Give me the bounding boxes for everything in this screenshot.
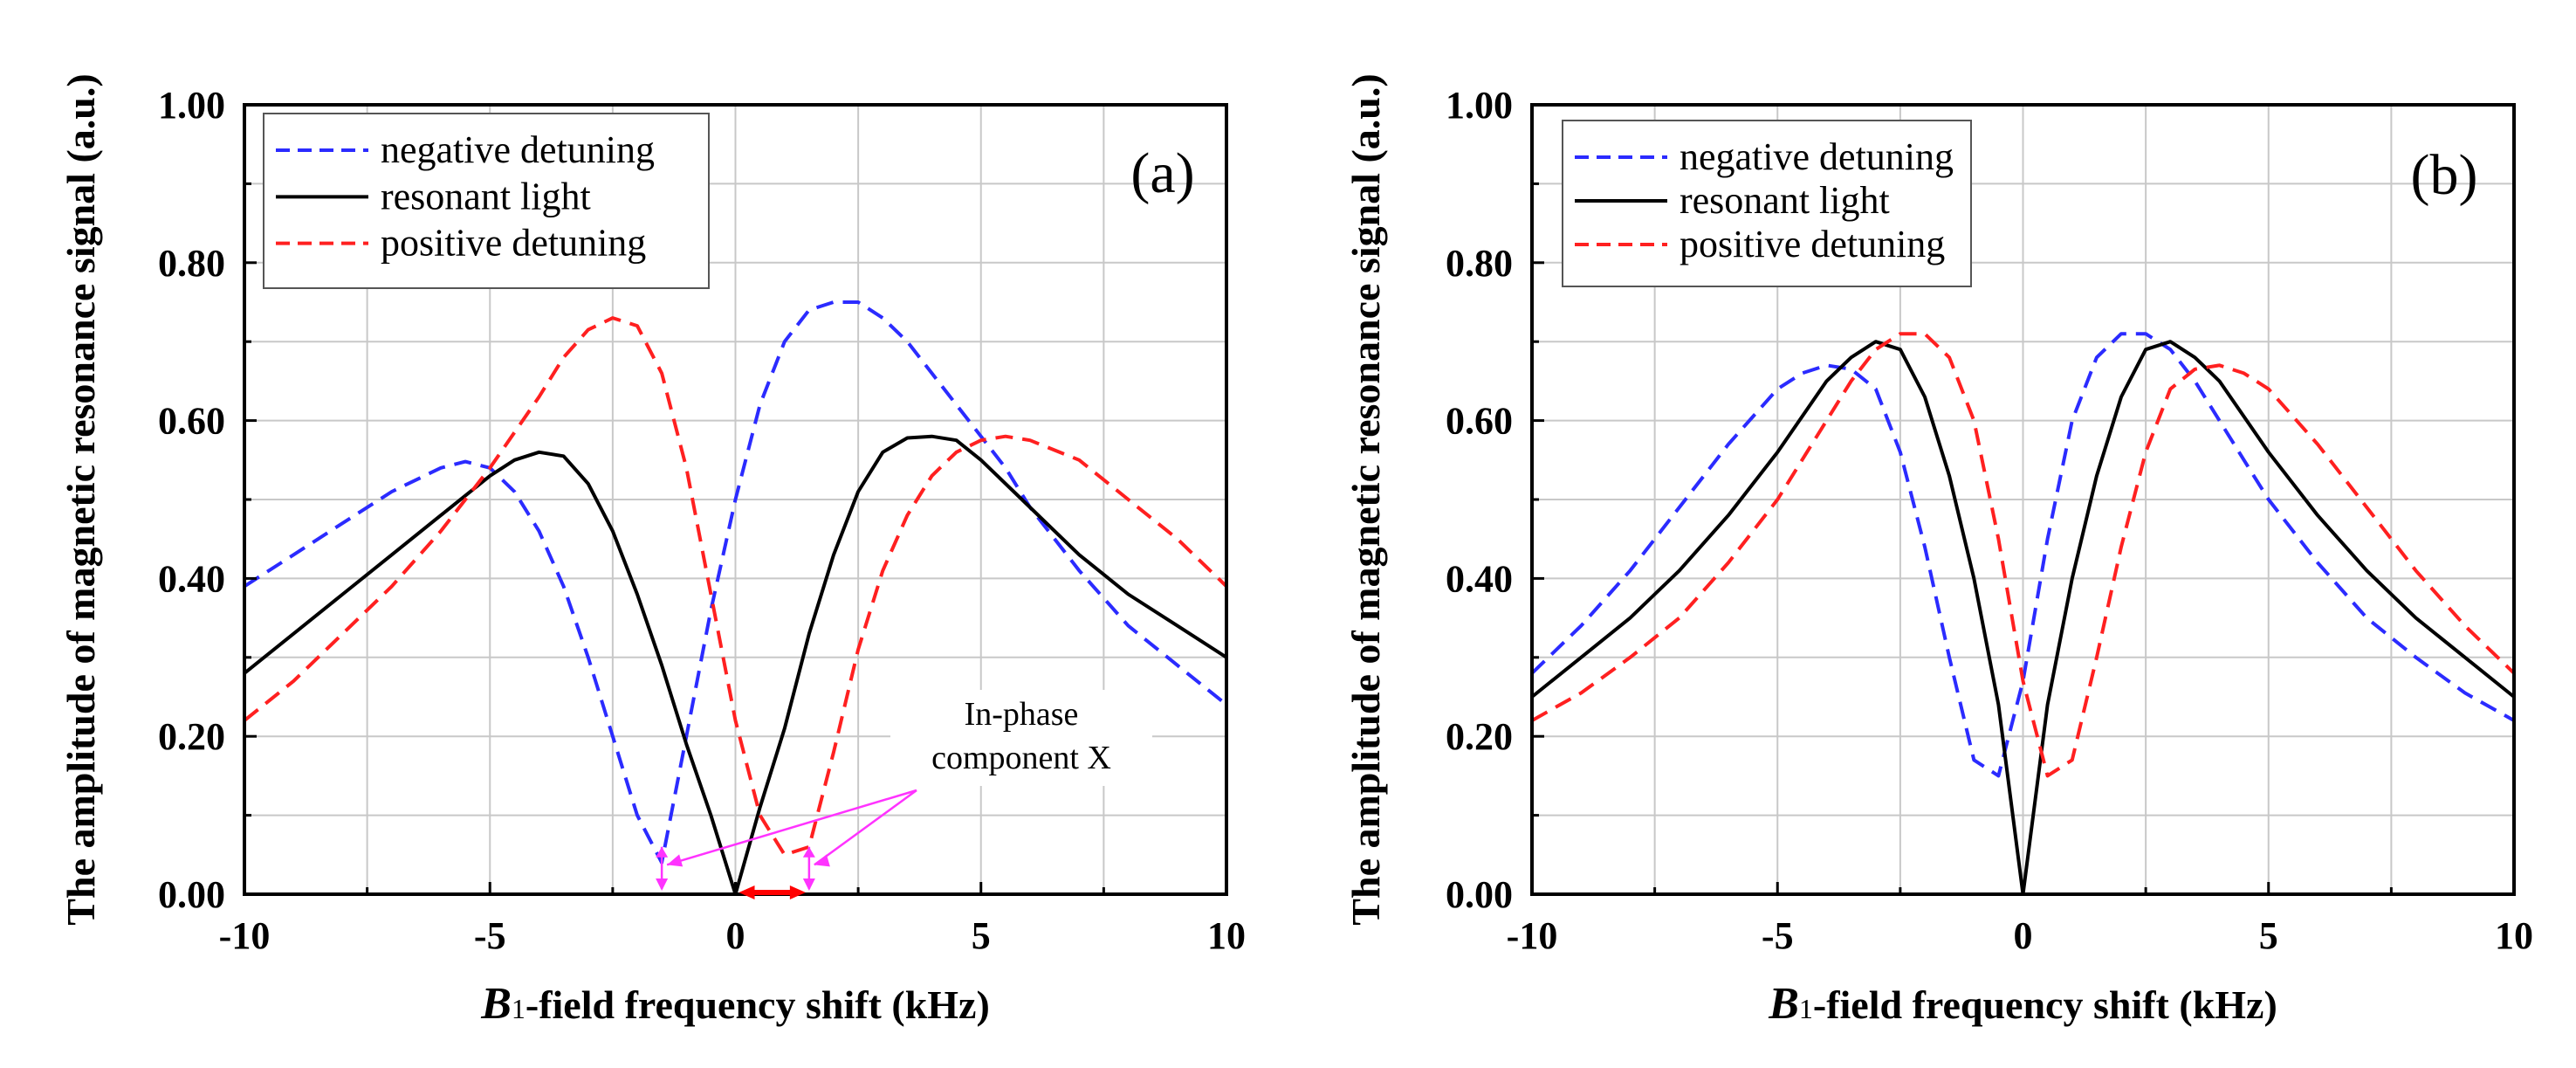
annotation-text: component X bbox=[931, 740, 1111, 776]
x-tick-label: -5 bbox=[474, 914, 506, 957]
x-axis-title-text: -field frequency shift (kHz) bbox=[526, 982, 990, 1027]
minimum-marker-head bbox=[802, 846, 815, 858]
y-tick-label: 0.00 bbox=[158, 873, 225, 916]
y-tick-label: 0.80 bbox=[158, 242, 225, 285]
x-axis-title-text: -field frequency shift (kHz) bbox=[1813, 982, 2277, 1027]
y-tick-label: 0.40 bbox=[1446, 557, 1513, 600]
x-tick-label: -5 bbox=[1762, 914, 1794, 957]
x-axis-title: B1-field frequency shift (kHz) bbox=[1768, 979, 2277, 1029]
panel-label: (b) bbox=[2411, 143, 2478, 207]
annotation-pointer bbox=[666, 789, 917, 866]
minimum-marker-head bbox=[802, 879, 815, 891]
x-tick-label: -10 bbox=[1507, 914, 1558, 957]
y-tick-label: 0.20 bbox=[1446, 715, 1513, 758]
y-tick-label: 0.40 bbox=[158, 557, 225, 600]
x-tick-label: 5 bbox=[2259, 914, 2278, 957]
legend-label: resonant light bbox=[381, 175, 591, 217]
annotation-text: In-phase bbox=[965, 696, 1079, 733]
x-tick-label: 10 bbox=[2495, 914, 2533, 957]
x-tick-label: 0 bbox=[2014, 914, 2033, 957]
x-tick-label: 5 bbox=[972, 914, 991, 957]
x-axis-title-symbol: B bbox=[480, 979, 512, 1029]
legend-label: positive detuning bbox=[381, 222, 646, 265]
x-axis-title-subscript: 1 bbox=[512, 993, 526, 1024]
legend-label: negative detuning bbox=[381, 128, 655, 171]
legend-box bbox=[263, 113, 710, 289]
y-tick-label: 1.00 bbox=[1446, 84, 1513, 127]
annotation-arrowhead bbox=[667, 854, 683, 867]
series-line-negative-detuning bbox=[1530, 332, 2515, 778]
x-tick-label: 10 bbox=[1207, 914, 1246, 957]
x-tick-label: -10 bbox=[219, 914, 271, 957]
legend-label: negative detuning bbox=[1680, 135, 1954, 178]
y-tick-label: 0.00 bbox=[1446, 873, 1513, 916]
x-axis-title-subscript: 1 bbox=[1799, 993, 1813, 1024]
annotation-arrowhead bbox=[814, 854, 830, 867]
y-tick-label: 1.00 bbox=[158, 84, 225, 127]
series-line-positive-detuning bbox=[1531, 332, 2516, 778]
x-axis-title-symbol: B bbox=[1768, 979, 1799, 1029]
x-axis-title: B1-field frequency shift (kHz) bbox=[480, 979, 990, 1029]
annotation-bg bbox=[890, 690, 1152, 786]
annotation-pointer bbox=[814, 789, 917, 866]
shift-arrow-head bbox=[789, 885, 806, 899]
shift-arrow-head bbox=[738, 885, 755, 899]
annotation-in-phase: In-phase component X bbox=[656, 690, 1152, 899]
minimum-marker-head bbox=[656, 879, 669, 891]
panel-label: (a) bbox=[1130, 141, 1194, 205]
y-tick-label: 0.20 bbox=[158, 715, 225, 758]
y-axis-title: The amplitude of magnetic resonance sign… bbox=[58, 73, 103, 925]
legend-box bbox=[1562, 120, 1972, 287]
series-line-positive-detuning bbox=[243, 316, 1228, 857]
series-line-negative-detuning bbox=[243, 300, 1228, 865]
y-tick-label: 0.60 bbox=[158, 400, 225, 443]
y-tick-label: 0.80 bbox=[1446, 242, 1513, 285]
minimum-marker-head bbox=[656, 846, 669, 858]
y-axis-title: The amplitude of magnetic resonance sign… bbox=[1343, 73, 1388, 925]
x-tick-label: 0 bbox=[726, 914, 745, 957]
legend-label: positive detuning bbox=[1680, 223, 1945, 265]
chart-panel-b: -10 -5 0 5 10 0.00 0.20 0.40 0.60 0.80 1.00 B1-fiel… bbox=[1343, 73, 2533, 1029]
chart-panel-a: -10 -5 0 5 10 0.00 0.20 0.40 0.60 0.80 1.00 B1-fiel… bbox=[58, 73, 1246, 1029]
legend-label: resonant light bbox=[1680, 179, 1890, 222]
y-tick-label: 0.60 bbox=[1446, 400, 1513, 443]
